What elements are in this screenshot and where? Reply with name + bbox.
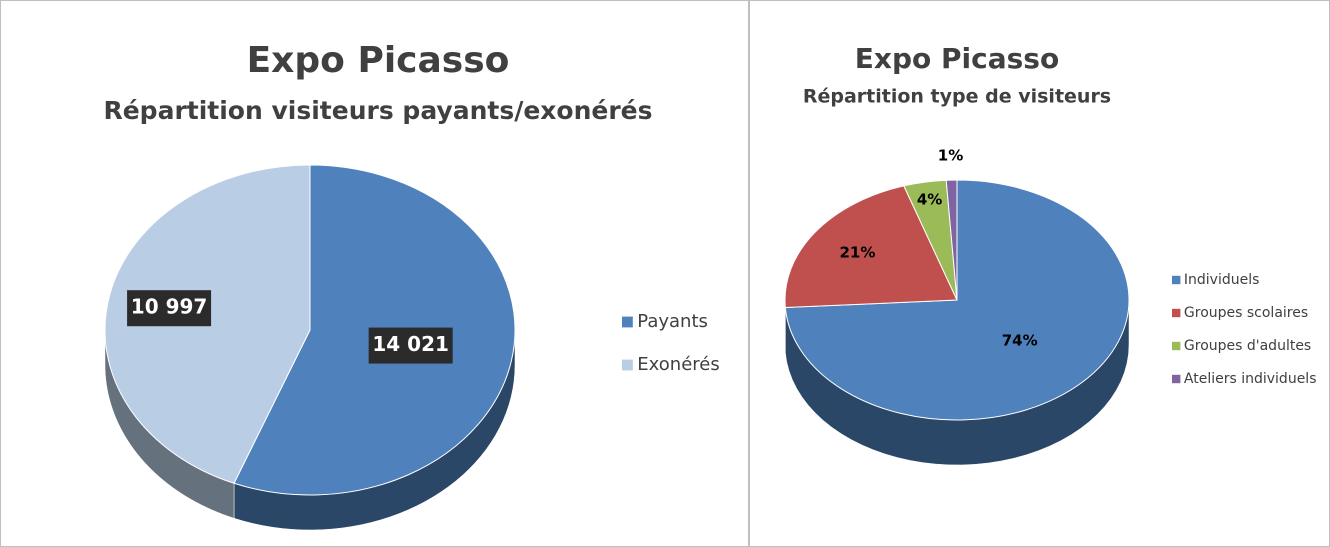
chart-subtitle: Répartition visiteurs payants/exonérés [103, 96, 652, 125]
legend-label: Groupes scolaires [1184, 305, 1308, 321]
slice [784, 185, 958, 309]
chart-title: Expo Picasso [247, 40, 510, 81]
chart-title: Expo Picasso [855, 42, 1059, 75]
legend-swatch [1172, 341, 1181, 351]
legend-label: Exonérés [637, 354, 719, 375]
legend-swatch [1172, 275, 1181, 285]
legend-swatch [622, 359, 633, 371]
value-label: 4% [917, 190, 942, 208]
value-label: 14 021 [372, 332, 449, 356]
legend-swatch [1172, 308, 1181, 318]
value-label: 1% [938, 147, 963, 165]
chart-subtitle: Répartition type de visiteurs [803, 86, 1111, 108]
value-label: 10 997 [131, 295, 208, 319]
legend-label: Groupes d'adultes [1184, 338, 1311, 354]
legend-swatch [622, 316, 633, 328]
value-label: 74% [1002, 332, 1038, 350]
legend-label: Individuels [1184, 272, 1260, 288]
legend-swatch [1172, 374, 1181, 384]
value-label: 21% [839, 243, 875, 261]
legend-label: Ateliers individuels [1184, 371, 1317, 387]
value-label-box [368, 327, 453, 364]
legend-label: Payants [637, 311, 708, 332]
value-label-box [127, 290, 212, 327]
slice [945, 179, 958, 301]
